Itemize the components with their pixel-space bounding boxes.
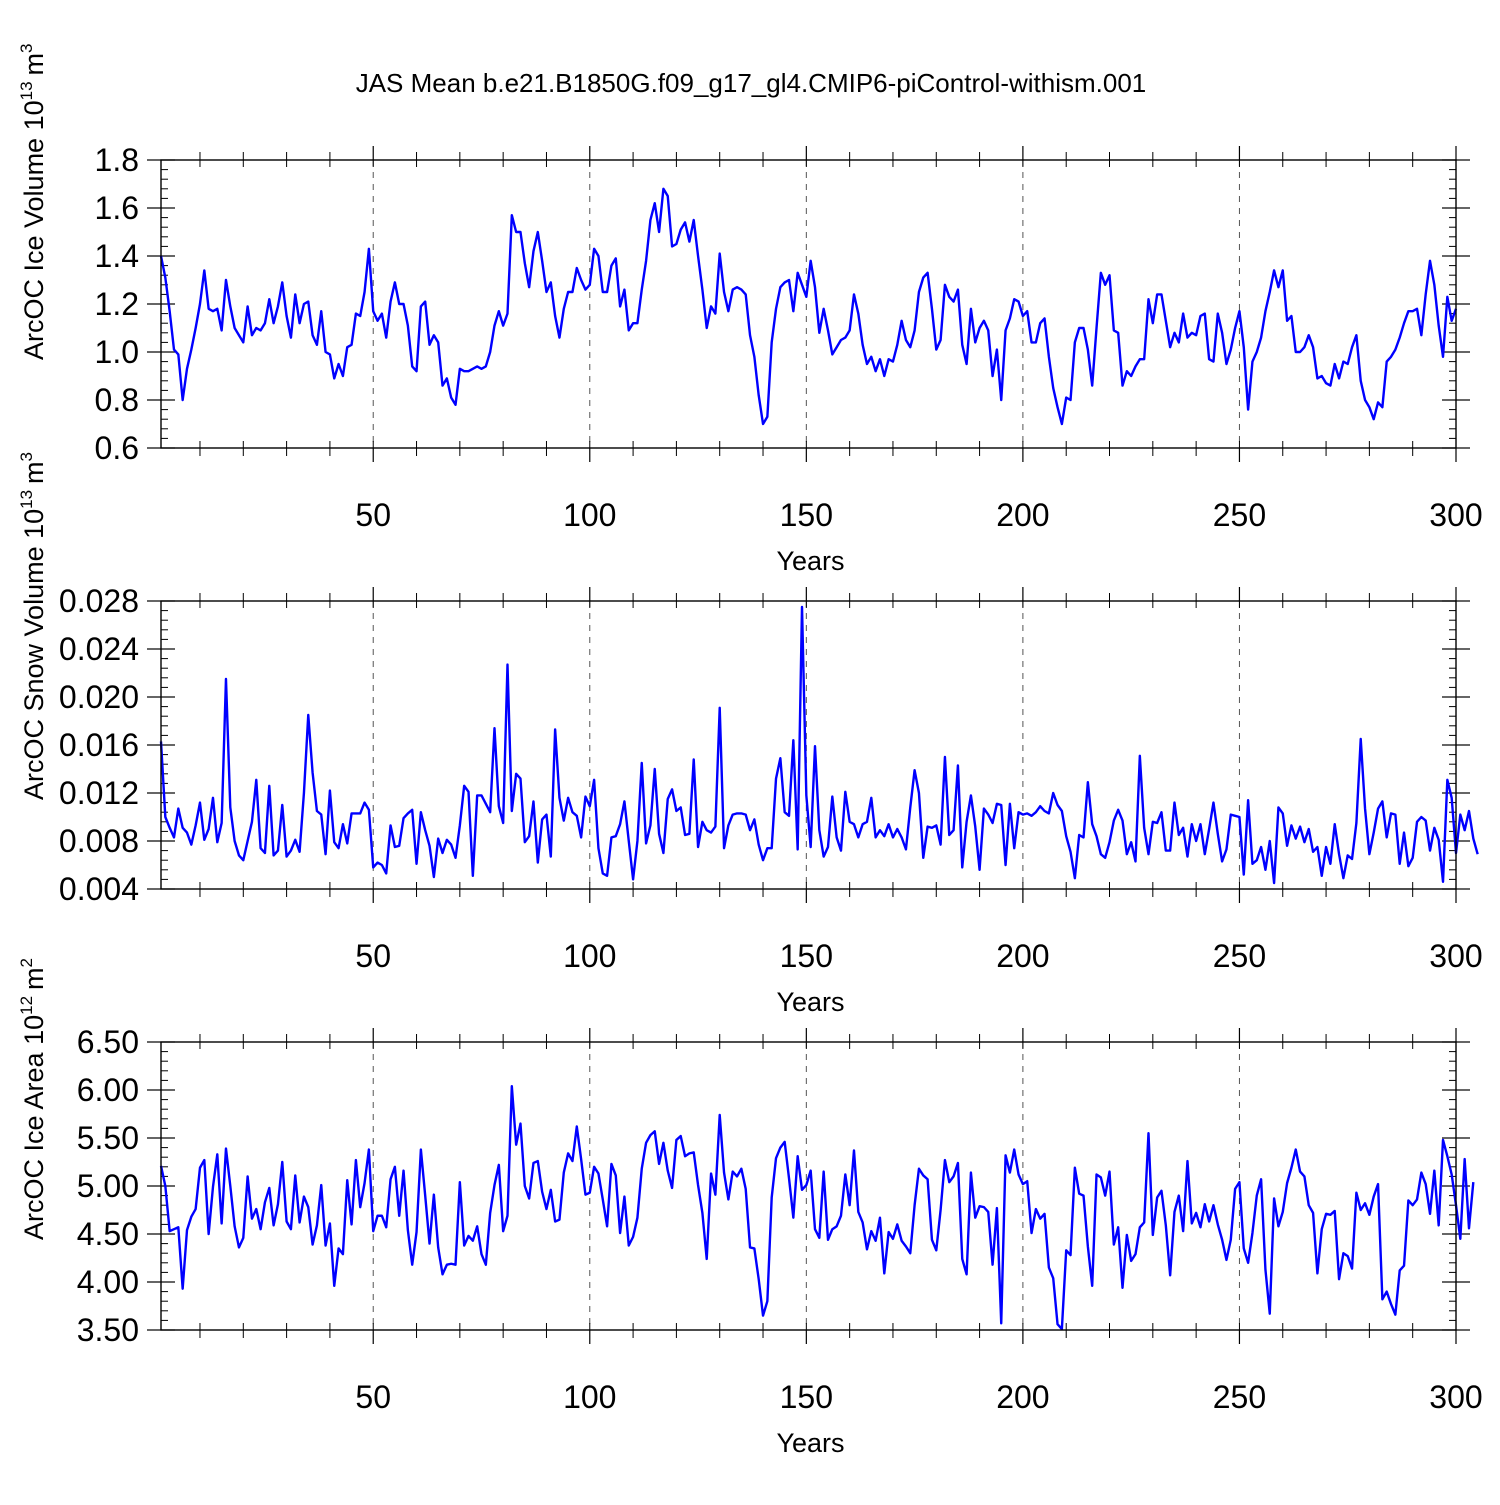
y-tick-label: 6.50 [77,1024,139,1060]
y-label-text: ArcOC Ice Area 10 [19,1015,49,1240]
x-tick-label: 250 [1213,497,1266,533]
y-tick-label: 0.012 [59,775,139,811]
y-label-unit: m [19,53,49,76]
y-label-unit: m [19,967,49,990]
series-line [159,605,1479,885]
y-label-unit-exponent: 2 [17,958,36,967]
y-label-unit-exponent: 3 [17,452,36,461]
series-line [159,187,1458,426]
y-label-exponent: 12 [17,996,36,1015]
y-tick-label: 4.00 [77,1264,139,1300]
y-axis-label: ArcOC Ice Area 1012 m2 [17,958,49,1240]
y-tick-label: 0.024 [59,631,139,667]
x-tick-label: 250 [1213,938,1266,974]
y-tick-label: 6.00 [77,1072,139,1108]
y-tick-label: 1.6 [95,190,139,226]
x-tick-label: 200 [996,1379,1049,1415]
x-tick-label: 100 [563,938,616,974]
plot-frame [160,600,1457,890]
x-tick-label: 250 [1213,1379,1266,1415]
y-tick-label: 3.50 [77,1312,139,1348]
y-tick-label: 4.50 [77,1216,139,1252]
y-tick-label: 0.028 [59,583,139,619]
y-label-text: ArcOC Ice Volume 10 [19,100,49,360]
y-tick-label: 0.004 [59,871,139,907]
panel-1: 50 100 150 200 250 300 0.6 0.8 1.0 1.2 1.4 1.6 1.8 Ye… [17,43,1483,576]
y-tick-label: 1.4 [95,238,139,274]
plot-frame [160,1041,1457,1331]
y-tick-label: 0.8 [95,382,139,418]
y-tick-label: 0.016 [59,727,139,763]
x-tick-label: 200 [996,497,1049,533]
x-axis-label: Years [776,1428,844,1458]
series-line [159,1084,1475,1331]
y-label-exponent: 13 [17,81,36,100]
x-tick-label: 150 [780,497,833,533]
x-tick-label: 100 [563,1379,616,1415]
y-tick-label: 0.008 [59,823,139,859]
panel-2: 50 100 150 200 250 3000.0040.0080.0120.0160.0… [17,452,1483,1017]
x-tick-label: 100 [563,497,616,533]
y-tick-label: 5.50 [77,1120,139,1156]
x-tick-label: 150 [780,1379,833,1415]
y-tick-label: 0.020 [59,679,139,715]
x-tick-label: 200 [996,938,1049,974]
x-axis-label: Years [776,546,844,576]
y-axis-label: ArcOC Ice Volume 1013 m3 [17,43,49,360]
y-label-unit-exponent: 3 [17,43,36,52]
y-tick-label: 1.2 [95,286,139,322]
panel-3: 50 100 150 200 250 300 3.50 4.00 4.50 5.00 5.50 6.0… [17,958,1483,1458]
x-axis-label: Years [776,987,844,1017]
y-label-unit: m [19,461,49,484]
x-tick-label: 300 [1429,497,1482,533]
y-tick-label: 0.6 [95,430,139,466]
y-tick-label: 1.0 [95,334,139,370]
y-axis-label: ArcOC Snow Volume 1013 m3 [17,452,49,800]
x-tick-label: 50 [355,938,391,974]
x-tick-label: 50 [355,497,391,533]
x-tick-label: 150 [780,938,833,974]
x-tick-label: 300 [1429,938,1482,974]
y-tick-label: 1.8 [95,142,139,178]
y-tick-label: 5.00 [77,1168,139,1204]
y-label-text: ArcOC Snow Volume 10 [19,509,49,800]
plot-frame [160,159,1457,449]
x-tick-label: 300 [1429,1379,1482,1415]
x-tick-label: 50 [355,1379,391,1415]
figure-title: JAS Mean b.e21.B1850G.f09_g17_gl4.CMIP6-… [356,68,1147,98]
y-label-exponent: 13 [17,490,36,509]
